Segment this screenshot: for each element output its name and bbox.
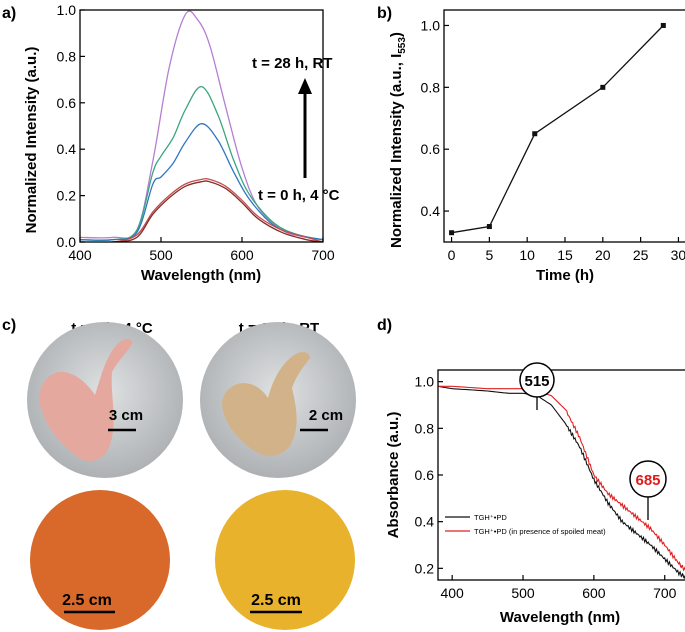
- photo-fresh-meat: 3 cm: [27, 322, 183, 478]
- panel-d-ytick-label: 1.0: [415, 374, 435, 390]
- panel-b-xtick-label: 25: [633, 247, 649, 263]
- panel-b-ticks: 0 5 10 15 20 25 30 0.4 0.6 0.8 1.0: [421, 17, 685, 263]
- panel-a-label: a): [2, 5, 16, 22]
- panel-b-xtick-label: 30: [671, 247, 685, 263]
- panel-b-ytick-label: 0.6: [421, 141, 441, 157]
- panel-b-xlabel: Time (h): [536, 267, 594, 284]
- panel-a-series-2: [80, 85, 323, 242]
- meat-spoiled-shape: [222, 352, 310, 456]
- callout-685-text: 685: [635, 472, 660, 489]
- panel-b-ylabel: Normalized Intensity (a.u., I553): [388, 32, 408, 248]
- panel-a-ytick-label: 0.8: [57, 48, 77, 64]
- panel-b-point: [486, 224, 492, 230]
- panel-b-xtick-label: 10: [519, 247, 535, 263]
- panel-a-xtick-label: 400: [68, 247, 92, 263]
- panel-b-series-line: [451, 25, 664, 234]
- panel-a-xtick-label: 600: [230, 247, 254, 263]
- panel-b-xtick-label: 15: [557, 247, 573, 263]
- panel-d-ytick-label: 0.4: [415, 514, 435, 530]
- panel-d-ticks: 400 500 600 700 0.2 0.4 0.6 0.8 1.0: [415, 374, 677, 601]
- panel-a-series-5: [80, 180, 323, 242]
- panel-b-xtick-label: 20: [595, 247, 611, 263]
- disc-fresh-circle: [30, 490, 170, 630]
- disc-spoiled-circle: [215, 490, 355, 630]
- panel-d-chart: 400 500 600 700 0.2 0.4 0.6 0.8 1.0 Wavelength (…: [385, 362, 685, 626]
- panel-c-label: c): [2, 317, 16, 334]
- panel-a-ytick-label: 0.6: [57, 95, 77, 111]
- panel-b-point: [660, 22, 666, 28]
- panel-b-series-group: [449, 22, 666, 236]
- panel-a-series-4: [80, 178, 323, 242]
- panel-a-annotation-top: t = 28 h, RT: [252, 55, 332, 72]
- callout-685: 685: [629, 460, 667, 520]
- panel-b-ytick-label: 0.4: [421, 203, 441, 219]
- panel-d-ytick-label: 0.8: [415, 420, 435, 436]
- panel-a-ytick-label: 0.0: [57, 234, 77, 250]
- panel-c-photos: t = 0 h, 4 °C t = 28 h, RT 3 cm 2 cm 2.5…: [27, 320, 356, 630]
- panel-a-series-3: [80, 123, 323, 241]
- panel-b-label: b): [377, 5, 392, 22]
- panel-d-xtick-label: 700: [653, 585, 677, 601]
- callout-515-text: 515: [524, 373, 549, 390]
- panel-a-series-group: [80, 10, 323, 242]
- panel-a-ylabel: Normalized Intensity (a.u.): [23, 47, 40, 234]
- disc-spoiled: 2.5 cm: [215, 490, 355, 630]
- panel-d-series-group: [438, 385, 685, 580]
- panel-a-series-1: [80, 10, 323, 241]
- photo-spoiled-meat: 2 cm: [200, 322, 356, 478]
- panel-d-xtick-label: 400: [440, 585, 464, 601]
- panel-b-point: [600, 84, 606, 90]
- legend-label-red: TGH⁺•PD (in presence of spoiled meat): [474, 527, 606, 536]
- panel-b-ytick-label: 0.8: [421, 79, 441, 95]
- panel-a-ticks: 400 500 600 700 0.0 0.2 0.4 0.6 0.8 1.0: [57, 2, 335, 263]
- panel-d-ytick-label: 0.6: [415, 467, 435, 483]
- panel-b-point: [449, 230, 455, 236]
- panel-a-ytick-label: 0.4: [57, 141, 77, 157]
- scale-label-meat-right: 2 cm: [309, 407, 343, 424]
- panel-a-xtick-label: 700: [311, 247, 335, 263]
- panel-d-xlabel: Wavelength (nm): [500, 609, 620, 626]
- panel-a-annotation-bottom: t = 0 h, 4 °C: [258, 187, 340, 204]
- panel-d-label: d): [377, 317, 392, 334]
- panel-d-xtick-label: 500: [511, 585, 535, 601]
- scale-label-disc-left: 2.5 cm: [62, 592, 112, 609]
- panel-b-ytick-label: 1.0: [421, 17, 441, 33]
- panel-d-legend: TGH⁺•PD TGH⁺•PD (in presence of spoiled …: [445, 513, 606, 536]
- panel-d-series-2: [438, 385, 685, 572]
- panel-d-ytick-label: 0.2: [415, 560, 435, 576]
- panel-a-ytick-label: 1.0: [57, 2, 77, 18]
- panel-d-xtick-label: 600: [582, 585, 606, 601]
- panel-a-arrow-head: [298, 78, 312, 94]
- panel-a-xlabel: Wavelength (nm): [141, 267, 261, 284]
- panel-b-chart: 0 5 10 15 20 25 30 0.4 0.6 0.8 1.0 Time (h) Normal…: [388, 9, 685, 284]
- panel-d-ylabel: Absorbance (a.u.): [385, 412, 402, 539]
- panel-b-axes-frame: [443, 9, 685, 243]
- panel-a-ytick-label: 0.2: [57, 188, 77, 204]
- panel-a-xtick-label: 500: [149, 247, 173, 263]
- panel-b-xtick-label: 5: [485, 247, 493, 263]
- panel-a-chart: 400 500 600 700 0.0 0.2 0.4 0.6 0.8 1.0 Wavelengt…: [23, 2, 340, 284]
- disc-fresh: 2.5 cm: [30, 490, 170, 630]
- panel-d-series-1: [438, 385, 685, 580]
- panel-a-axes-frame: [79, 9, 324, 243]
- scale-label-meat-left: 3 cm: [109, 407, 143, 424]
- scale-label-disc-right: 2.5 cm: [251, 592, 301, 609]
- panel-b-point: [532, 131, 538, 137]
- callout-515: 515: [519, 362, 555, 410]
- panel-b-xtick-label: 0: [448, 247, 456, 263]
- legend-label-black: TGH⁺•PD: [474, 513, 507, 522]
